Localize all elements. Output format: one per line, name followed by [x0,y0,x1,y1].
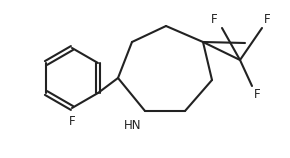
Text: F: F [254,88,261,101]
Text: F: F [69,115,75,128]
Text: F: F [264,13,271,26]
Text: F: F [211,13,218,26]
Text: HN: HN [124,119,142,132]
